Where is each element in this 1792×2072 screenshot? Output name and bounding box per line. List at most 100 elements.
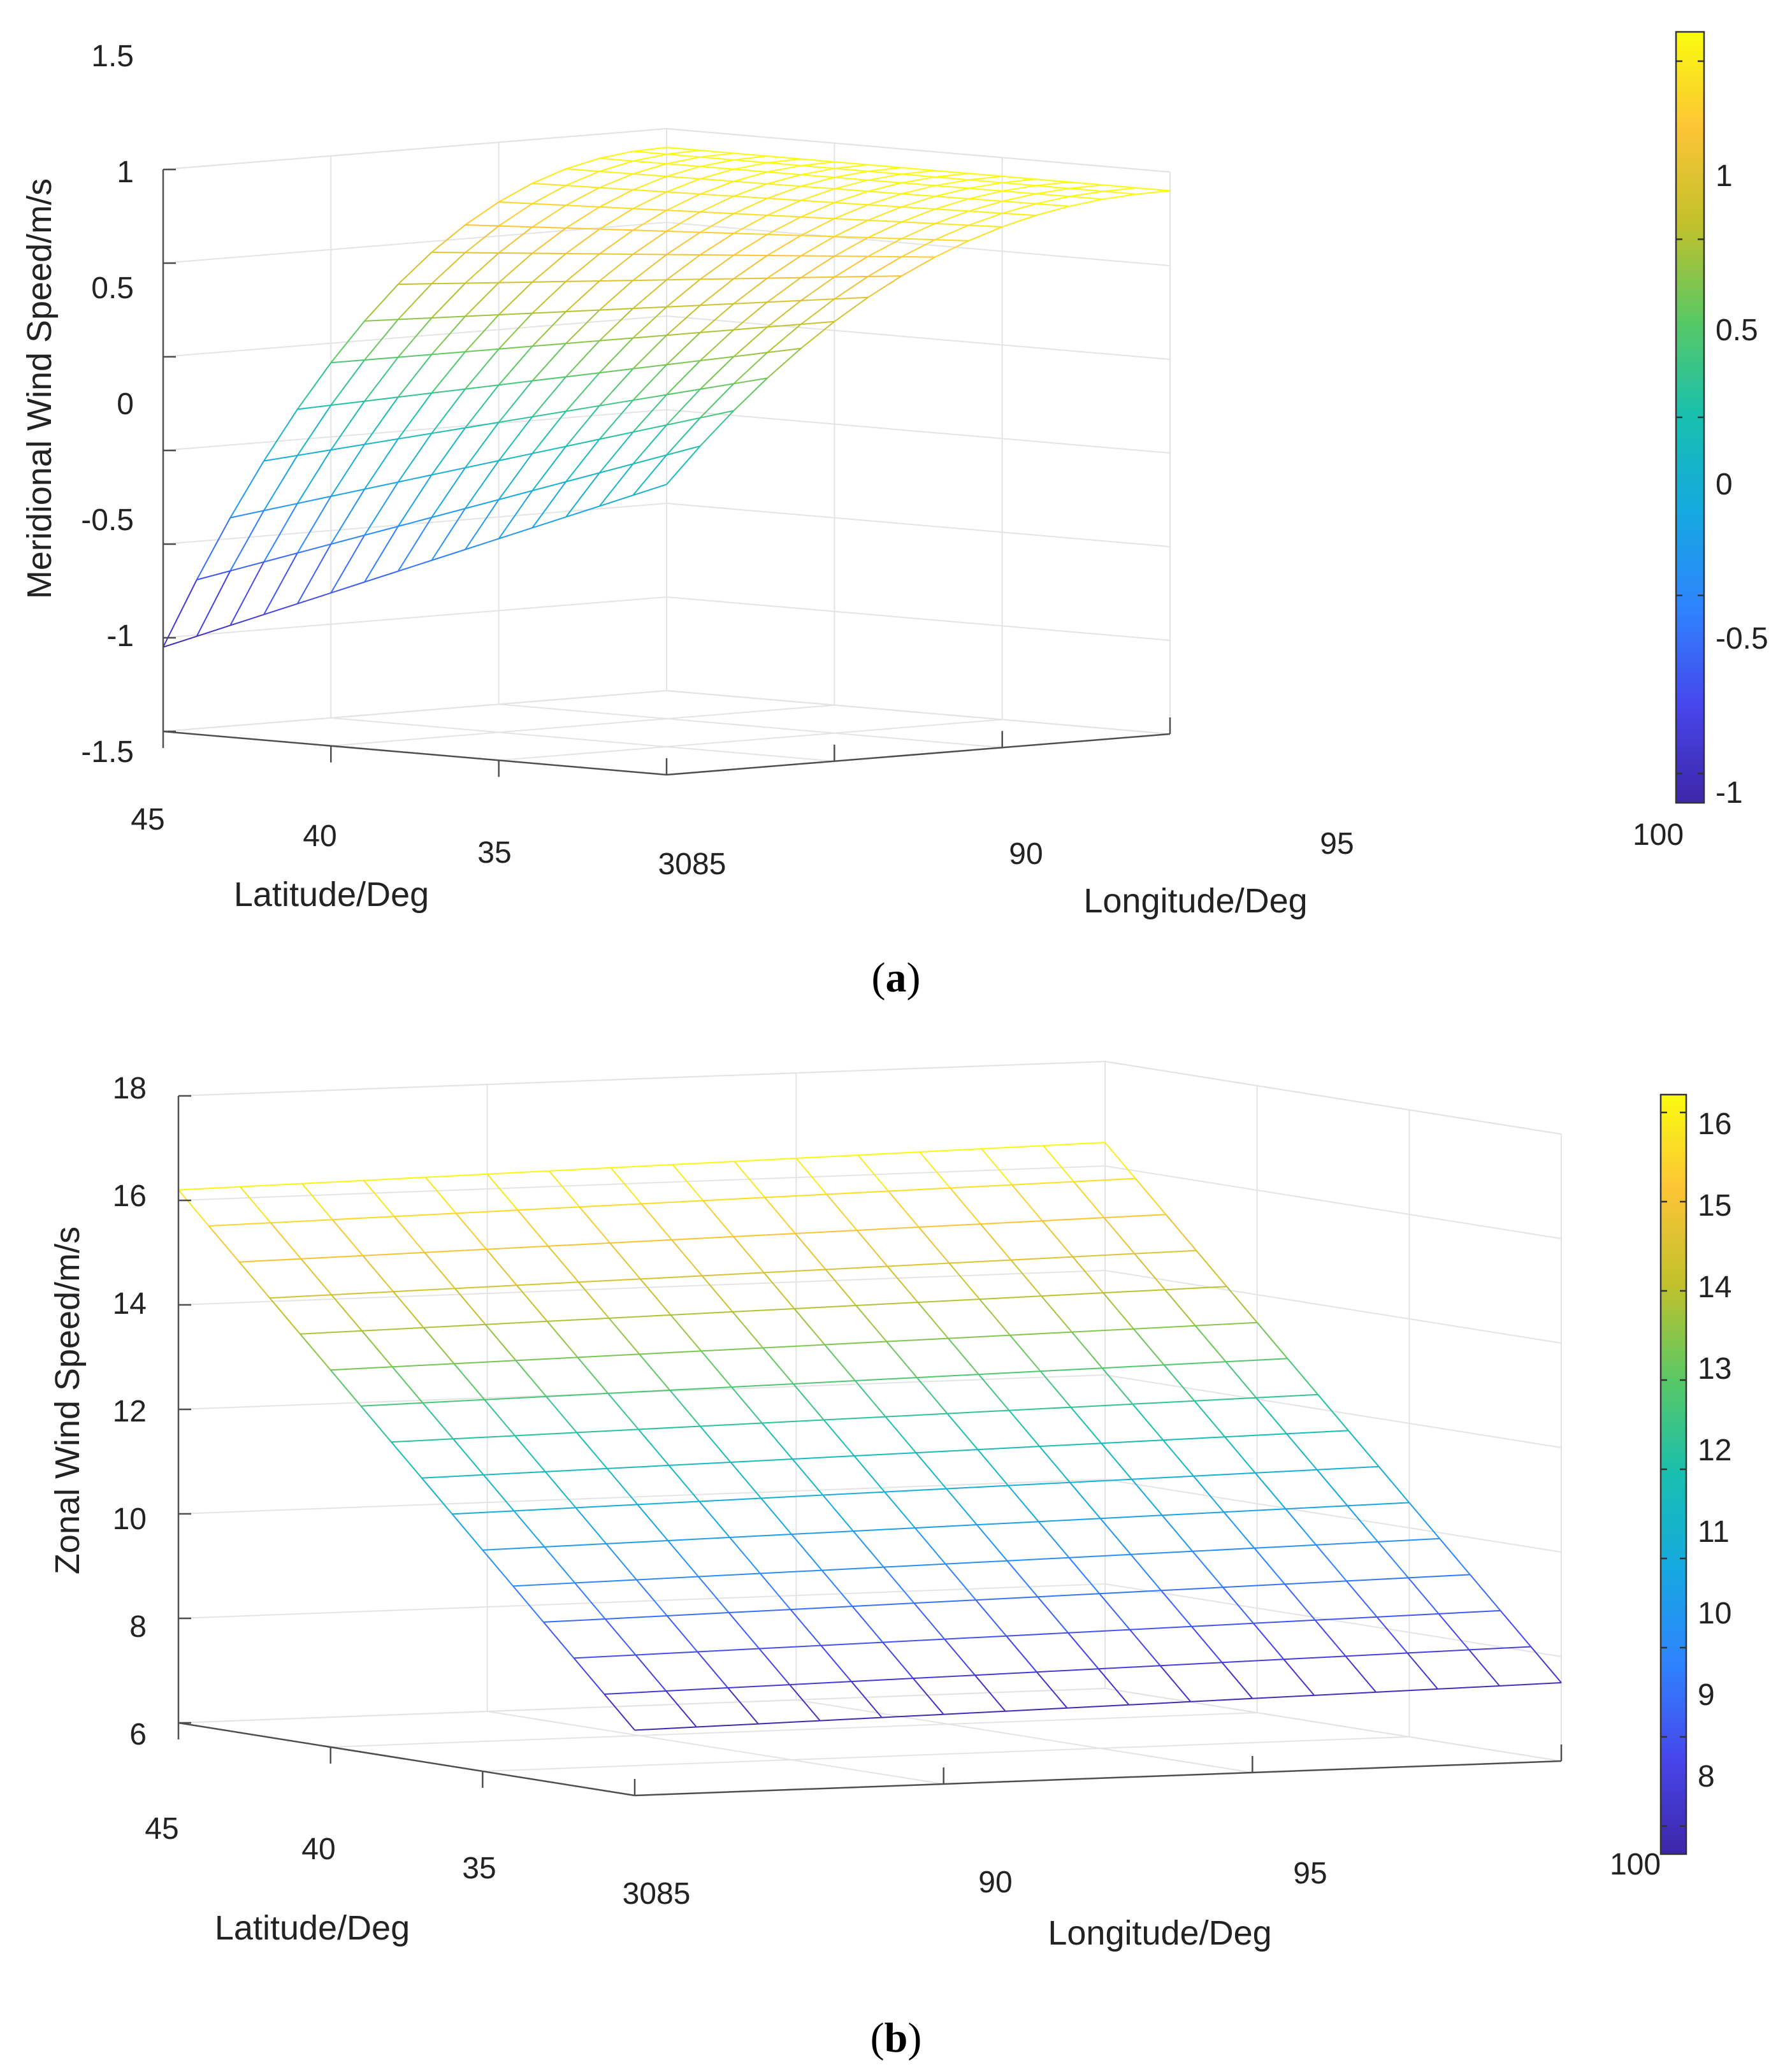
mesh-segment: [698, 1500, 730, 1538]
mesh-segment: [699, 1497, 762, 1502]
x-tick-label: 3085: [658, 847, 726, 881]
mesh-segment: [867, 179, 902, 183]
mesh-segment: [606, 1540, 668, 1544]
mesh-segment: [633, 173, 667, 177]
mesh-segment: [297, 449, 331, 456]
mesh-segment: [485, 1320, 547, 1325]
mesh-segment: [968, 226, 1003, 241]
mesh-segment: [867, 191, 902, 195]
mesh-segment: [1194, 1400, 1225, 1437]
mesh-segment: [1036, 203, 1070, 207]
mesh-segment: [300, 1330, 362, 1335]
mesh-segment: [1002, 178, 1036, 183]
mesh-segment: [573, 1657, 605, 1695]
mesh-segment: [901, 176, 936, 183]
mesh-segment: [1438, 1613, 1470, 1651]
mesh-segment: [974, 1671, 1037, 1676]
mesh-segment: [498, 452, 533, 461]
mesh-segment: [1378, 1466, 1410, 1504]
mesh-segment: [733, 183, 768, 197]
mesh-segment: [935, 198, 969, 210]
mesh-segment: [700, 213, 734, 233]
mesh-segment: [498, 252, 533, 254]
mesh-segment: [968, 173, 1002, 177]
mesh-segment: [364, 526, 398, 536]
mesh-segment: [1315, 1616, 1377, 1621]
mesh-segment: [823, 1491, 885, 1496]
z-gridline: [163, 409, 667, 451]
mesh-segment: [512, 1585, 544, 1623]
mesh-segment: [935, 187, 969, 198]
mesh-segment: [398, 392, 432, 398]
mesh-segment: [834, 191, 869, 203]
mesh-segment: [484, 1324, 517, 1361]
mesh-segment: [482, 1550, 514, 1587]
mesh-segment: [760, 1497, 792, 1535]
mesh-segment: [915, 1452, 947, 1490]
mesh-segment: [855, 1377, 917, 1381]
grid-lines-b: [178, 1061, 1562, 1796]
mesh-segment: [639, 1350, 702, 1355]
mesh-segment: [637, 1504, 668, 1541]
mesh-segment: [1069, 184, 1103, 189]
mesh-segment: [514, 1435, 546, 1472]
mesh-segment: [1315, 1544, 1347, 1582]
mesh-segment: [397, 474, 433, 527]
mesh-segment: [733, 352, 768, 384]
mesh-segment: [1346, 1577, 1408, 1582]
mesh-segment: [1042, 1217, 1104, 1222]
mesh-segment: [331, 488, 365, 497]
mesh-segment: [767, 199, 802, 216]
meridional-wind-chart: 1.5 1 0.5 0 -0.5 -1 -1.5 Meridional Wind…: [20, 31, 1768, 1001]
mesh-segment: [599, 173, 633, 189]
mesh-segment: [1002, 193, 1036, 202]
x-tick-label: 100: [1633, 818, 1684, 852]
mesh-segment: [916, 1374, 979, 1379]
mesh-segment: [703, 1197, 765, 1202]
mesh-segment: [178, 1189, 210, 1227]
mesh-segment: [1194, 1325, 1227, 1362]
mesh-segment: [486, 1174, 519, 1211]
mesh-segment: [733, 326, 768, 357]
mesh-segment: [431, 351, 466, 394]
mesh-segment: [1160, 1662, 1222, 1667]
mesh-segment: [881, 1713, 944, 1718]
box-top-edge: [666, 128, 1171, 173]
mesh-segment: [546, 1396, 577, 1434]
mesh-segment: [330, 581, 365, 594]
mesh-segment: [733, 1233, 795, 1237]
mesh-segment: [1195, 1321, 1257, 1327]
mesh-segment: [633, 335, 667, 339]
mesh-segment: [867, 193, 902, 206]
mesh-segment: [1133, 1325, 1196, 1330]
mesh-segment: [329, 1369, 362, 1407]
mesh-segment: [465, 201, 500, 226]
mesh-segment: [269, 1297, 301, 1335]
mesh-segment: [393, 1288, 456, 1293]
mesh-segment: [574, 1582, 606, 1620]
mesh-segment: [1378, 1537, 1440, 1543]
z-gridline: [178, 1165, 1106, 1201]
z-tick-label: -0.5: [81, 503, 134, 537]
mesh-segment: [455, 1212, 487, 1250]
y-gridline: [482, 1736, 1410, 1772]
mesh-segment: [821, 1566, 884, 1571]
mesh-segment: [1002, 212, 1036, 217]
mesh-segment: [632, 175, 667, 191]
mesh-segment: [767, 277, 802, 303]
mesh-segment: [794, 1305, 856, 1309]
mesh-segment: [702, 1272, 764, 1277]
mesh-segment: [670, 1386, 732, 1391]
mesh-segment: [883, 1566, 915, 1604]
mesh-segment: [454, 1360, 516, 1365]
mesh-segment: [1007, 1557, 1069, 1562]
mesh-segment: [364, 319, 398, 322]
mesh-segment: [666, 360, 700, 366]
mesh-segment: [632, 279, 667, 309]
mesh-segment: [1348, 1430, 1380, 1467]
mesh-segment: [465, 499, 500, 550]
colorbar-tick-label: 0.5: [1716, 313, 1758, 347]
mesh-segment: [1345, 1655, 1377, 1693]
mesh-segment: [498, 281, 533, 284]
mesh-segment: [599, 229, 633, 255]
